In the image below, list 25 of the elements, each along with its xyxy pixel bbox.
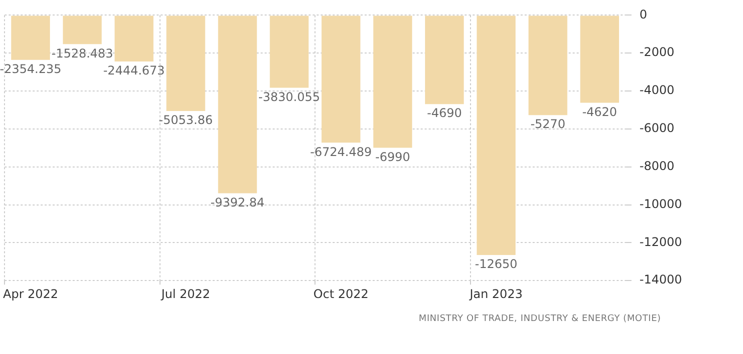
y-tick-label: -10000 <box>639 196 682 211</box>
x-tick-label: Oct 2022 <box>313 286 369 301</box>
data-label: -5053.86 <box>158 113 213 128</box>
y-tick-label: -8000 <box>639 158 674 173</box>
y-tick-label: -6000 <box>639 121 674 136</box>
x-tick-label: Jan 2023 <box>468 286 523 301</box>
data-label: -4690 <box>426 106 462 120</box>
data-label: -5270 <box>530 117 566 132</box>
text: MINISTRY OF TRADE, INDUSTRY & ENERGY (MOTIE) <box>418 314 661 324</box>
y-tick-label: -14000 <box>639 272 682 287</box>
data-label: -6990 <box>375 150 410 164</box>
x-tick-label: Apr 2022 <box>2 286 58 301</box>
data-label: -9392.84 <box>210 195 264 210</box>
data-label: -12650 <box>474 257 518 272</box>
data-label: -1528.483 <box>51 46 114 60</box>
y-tick-label: -12000 <box>639 234 682 249</box>
y-tick-label: -2000 <box>639 45 674 60</box>
data-label: -2444.673 <box>103 64 165 78</box>
data-label: -3830.055 <box>258 90 320 104</box>
x-tick-label: Jul 2022 <box>160 286 210 301</box>
y-tick-label: -4000 <box>639 83 674 98</box>
data-label: -2354.235 <box>0 62 62 76</box>
y-tick-label: 0 <box>639 7 648 22</box>
data-label: -4620 <box>582 104 618 119</box>
data-label: -6724.489 <box>310 144 372 159</box>
